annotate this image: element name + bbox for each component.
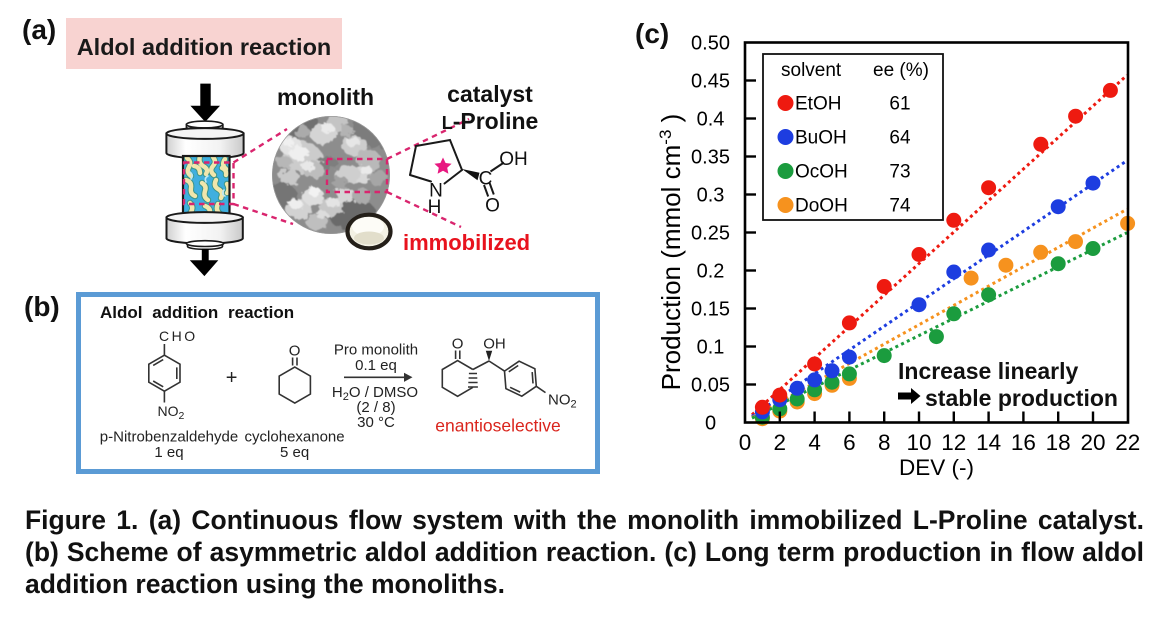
svg-text:(2 / 8): (2 / 8) xyxy=(356,399,395,416)
svg-text:O: O xyxy=(485,196,500,217)
svg-text:1 eq: 1 eq xyxy=(154,444,183,461)
svg-text:61: 61 xyxy=(889,94,910,115)
svg-text:30 °C: 30 °C xyxy=(357,414,395,431)
svg-text:O: O xyxy=(452,336,464,353)
svg-text:0.45: 0.45 xyxy=(691,71,730,93)
svg-text:0.1 eq: 0.1 eq xyxy=(355,357,397,374)
svg-text:enantioselective: enantioselective xyxy=(435,416,561,436)
svg-text:0: 0 xyxy=(739,430,752,455)
svg-text:+: + xyxy=(226,367,238,389)
svg-text:0.15: 0.15 xyxy=(691,299,730,321)
svg-text:DEV (-): DEV (-) xyxy=(899,455,974,480)
svg-text:0.05: 0.05 xyxy=(691,375,730,397)
svg-text:OH: OH xyxy=(483,336,506,353)
svg-text:N: N xyxy=(429,181,443,202)
svg-text:NO2: NO2 xyxy=(548,392,577,411)
svg-text:Production (mmol cm-3 ): Production (mmol cm-3 ) xyxy=(656,114,686,391)
svg-text:0.25: 0.25 xyxy=(691,223,730,245)
svg-text:C: C xyxy=(479,169,493,190)
svg-text:DoOH: DoOH xyxy=(795,196,848,217)
svg-text:H2O / DMSO: H2O / DMSO xyxy=(332,384,418,403)
svg-text:NO2: NO2 xyxy=(158,403,185,422)
svg-text:OcOH: OcOH xyxy=(795,162,848,183)
svg-text:CHO: CHO xyxy=(159,328,198,344)
svg-text:OH: OH xyxy=(499,149,528,170)
svg-text:14: 14 xyxy=(976,430,1001,455)
svg-text:4: 4 xyxy=(808,430,821,455)
svg-text:16: 16 xyxy=(1011,430,1036,455)
svg-text:22: 22 xyxy=(1115,430,1140,455)
svg-text:Pro monolith: Pro monolith xyxy=(334,342,418,359)
svg-text:p-Nitrobenzaldehyde: p-Nitrobenzaldehyde xyxy=(100,429,238,446)
svg-text:H: H xyxy=(428,197,442,218)
svg-text:solvent: solvent xyxy=(781,60,842,81)
svg-text:74: 74 xyxy=(889,196,911,217)
svg-text:10: 10 xyxy=(906,430,931,455)
svg-text:5 eq: 5 eq xyxy=(280,444,309,461)
svg-text:0.1: 0.1 xyxy=(697,337,725,359)
svg-text:0.4: 0.4 xyxy=(697,109,725,131)
svg-text:0.2: 0.2 xyxy=(697,261,725,283)
svg-text:73: 73 xyxy=(889,162,910,183)
svg-text:0.50: 0.50 xyxy=(691,33,730,55)
svg-text:0.35: 0.35 xyxy=(691,147,730,169)
svg-text:18: 18 xyxy=(1046,430,1071,455)
svg-text:0: 0 xyxy=(705,413,716,435)
svg-text:EtOH: EtOH xyxy=(795,94,841,115)
svg-text:64: 64 xyxy=(889,128,911,149)
svg-text:12: 12 xyxy=(941,430,966,455)
svg-text:BuOH: BuOH xyxy=(795,128,847,149)
svg-text:cyclohexanone: cyclohexanone xyxy=(245,429,345,446)
svg-text:6: 6 xyxy=(843,430,856,455)
svg-text:O: O xyxy=(289,343,301,360)
svg-text:2: 2 xyxy=(774,430,787,455)
svg-text:20: 20 xyxy=(1080,430,1105,455)
svg-text:ee (%): ee (%) xyxy=(873,60,929,81)
svg-text:8: 8 xyxy=(878,430,891,455)
svg-text:0.3: 0.3 xyxy=(697,185,725,207)
